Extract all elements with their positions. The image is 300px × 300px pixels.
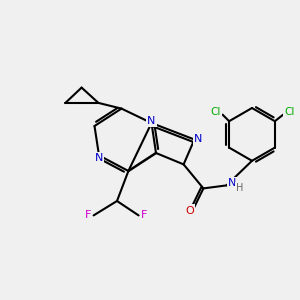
Text: N: N (147, 116, 156, 126)
Text: H: H (236, 183, 244, 194)
Text: F: F (85, 210, 92, 220)
Text: N: N (194, 134, 202, 145)
Text: F: F (141, 210, 147, 220)
Text: N: N (95, 153, 103, 163)
Text: Cl: Cl (211, 107, 221, 117)
Text: O: O (185, 206, 194, 216)
Text: Cl: Cl (284, 107, 295, 117)
Text: N: N (228, 178, 236, 188)
